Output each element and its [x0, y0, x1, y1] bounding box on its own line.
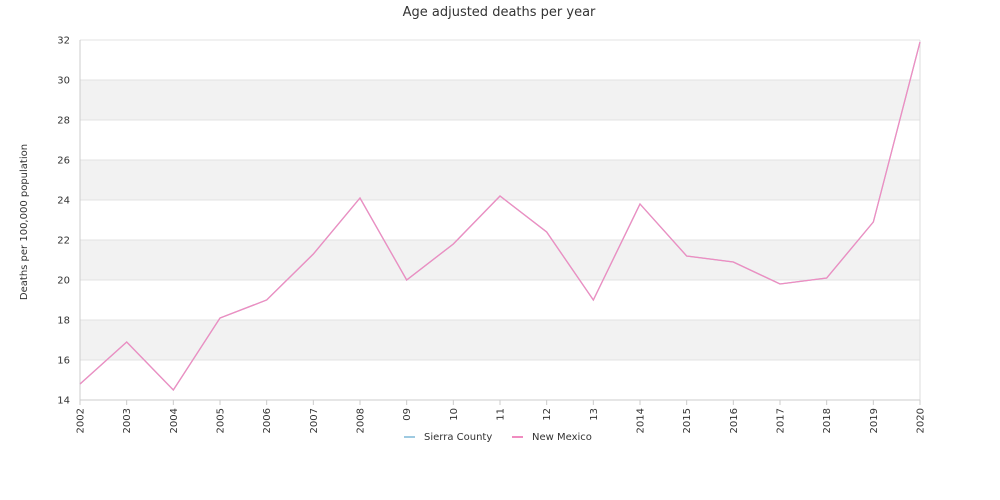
series-lines: [79, 41, 921, 392]
grid-band: [80, 80, 920, 120]
y-tick-label: 24: [57, 196, 70, 207]
legend-item-label[interactable]: New Mexico: [532, 432, 592, 443]
grid-band: [80, 120, 920, 160]
x-tick-label: 2019: [869, 408, 880, 433]
y-tick-label: 28: [57, 116, 70, 127]
y-tick-label: 22: [57, 236, 70, 247]
y-tick-label: 14: [57, 396, 70, 407]
x-tick-label: 13: [589, 408, 600, 421]
y-tick-label: 26: [57, 156, 70, 167]
grid-band: [80, 200, 920, 240]
x-tick-label: 2003: [122, 408, 133, 433]
gridlines: [80, 39, 920, 401]
x-tick-labels: 2002 2003 2004 2005 2006 2007 2008 09 10 11 12 13 20…: [76, 400, 927, 433]
y-axis-label: Deaths per 100,000 population: [19, 144, 30, 300]
legend[interactable]: Sierra County New Mexico: [404, 432, 592, 443]
grid-band: [80, 40, 920, 80]
x-tick-label: 2005: [216, 408, 227, 433]
x-tick-label: 12: [542, 408, 553, 421]
grid-bands: [80, 40, 920, 400]
grid-band: [80, 320, 920, 360]
chart-title: Age adjusted deaths per year: [403, 5, 596, 20]
grid-band: [80, 160, 920, 200]
x-tick-label: 2015: [682, 408, 693, 433]
x-tick-label: 2016: [729, 408, 740, 433]
x-tick-label: 2014: [636, 408, 647, 433]
legend-item-label[interactable]: Sierra County: [424, 432, 492, 443]
y-tick-label: 16: [57, 356, 70, 367]
x-tick-label: 2007: [309, 408, 320, 433]
y-tick-label: 20: [57, 276, 70, 287]
y-tick-labels: 14 16 18 20 22 24 26 28 30 32: [57, 36, 70, 407]
y-tick-label: 32: [57, 36, 70, 47]
x-tick-label: 2017: [776, 408, 787, 433]
x-tick-label: 2008: [356, 408, 367, 433]
x-tick-label: 2006: [262, 408, 273, 433]
x-tick-label: 09: [402, 408, 413, 421]
x-tick-label: 2020: [916, 408, 927, 433]
series-line: [79, 41, 921, 392]
x-tick-label: 2002: [76, 408, 87, 433]
y-tick-label: 18: [57, 316, 70, 327]
x-tick-label: 2004: [169, 408, 180, 433]
x-tick-label: 10: [449, 408, 460, 421]
grid-band: [80, 240, 920, 280]
x-tick-label: 2018: [822, 408, 833, 433]
x-tick-label: 11: [496, 408, 507, 421]
grid-band: [80, 360, 920, 400]
y-tick-label: 30: [57, 76, 70, 87]
grid-band: [80, 280, 920, 320]
